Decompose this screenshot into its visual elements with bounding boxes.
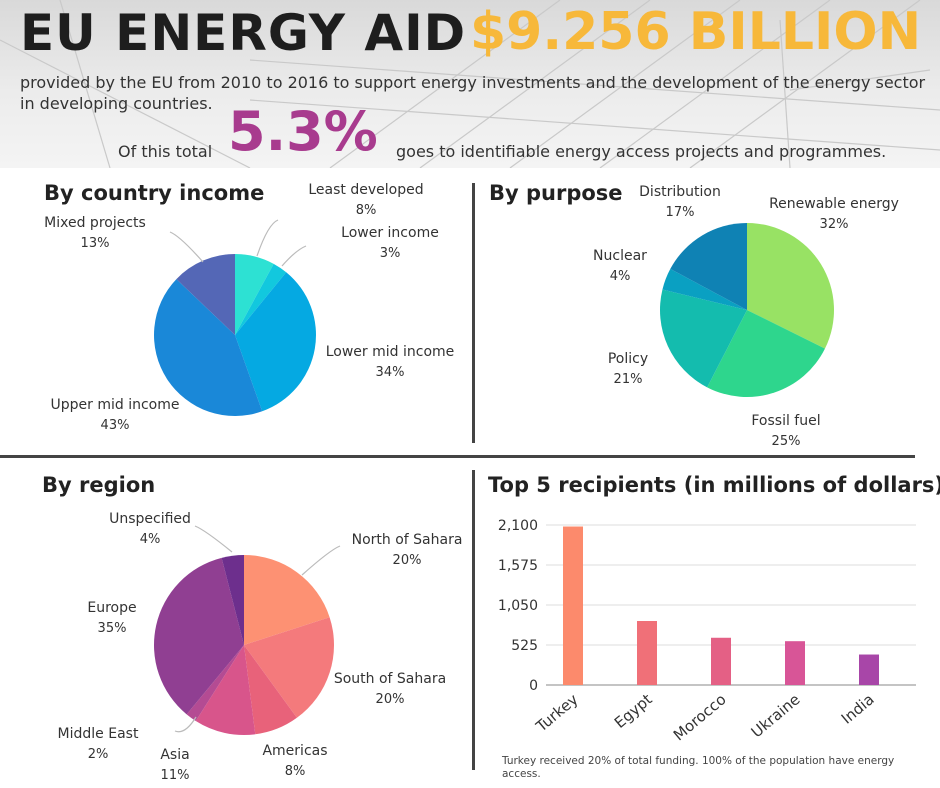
- slice-percent-nuclear: 4%: [610, 269, 631, 284]
- energy-access-description: goes to identifiable energy access proje…: [396, 142, 887, 161]
- recipients-title: Top 5 recipients (in millions of dollars…: [488, 473, 940, 497]
- country-income-title: By country income: [44, 181, 265, 205]
- x-tick-label-morocco: Morocco: [670, 690, 730, 744]
- slice-percent-south-of-sahara: 20%: [376, 692, 405, 707]
- slice-label-distribution: Distribution: [639, 184, 721, 200]
- header-banner: EU ENERGY AID $9.256 BILLION provided by…: [0, 0, 940, 168]
- leader-line-middle-east: [174, 716, 197, 733]
- header-subtitle: provided by the EU from 2010 to 2016 to …: [20, 73, 926, 113]
- slice-percent-europe: 35%: [98, 621, 127, 636]
- pie-slice-unspecified: [221, 555, 244, 645]
- bar-turkey: [563, 526, 583, 685]
- pie-slice-lower-income: [235, 263, 287, 335]
- divider-vertical-bottom: [472, 470, 475, 770]
- slice-label-mixed-projects: Mixed projects: [44, 215, 146, 231]
- pie-slice-policy: [659, 289, 747, 388]
- pie-slice-lower-mid-income: [235, 272, 316, 412]
- pie-slice-asia: [195, 645, 256, 735]
- slice-label-renewable-energy: Renewable energy: [769, 196, 899, 212]
- slice-percent-policy: 21%: [614, 372, 643, 387]
- y-tick-label: 1,050: [498, 598, 538, 614]
- slice-percent-fossil-fuel: 25%: [772, 434, 801, 448]
- slice-label-asia: Asia: [160, 747, 189, 763]
- region-pie-chart: North of Sahara 20% South of Sahara 20% Amer…: [58, 511, 463, 783]
- y-tick-label: 1,575: [498, 558, 538, 574]
- leader-line-mixed-projects: [169, 231, 204, 263]
- energy-access-percent: 5.3%: [228, 100, 378, 163]
- slice-label-nuclear: Nuclear: [593, 248, 647, 264]
- pie-slice-distribution: [670, 223, 747, 310]
- slice-label-europe: Europe: [87, 600, 136, 616]
- page-title: EU ENERGY AID: [20, 4, 467, 62]
- x-tick-label-egypt: Egypt: [611, 690, 656, 732]
- purpose-title: By purpose: [489, 181, 623, 205]
- pie-slice-mixed-projects: [176, 254, 235, 335]
- slice-percent-asia: 11%: [161, 768, 190, 783]
- y-tick-label: 525: [511, 638, 538, 654]
- slice-label-middle-east: Middle East: [58, 726, 139, 742]
- slice-label-lower-income: Lower income: [341, 225, 439, 241]
- slice-label-unspecified: Unspecified: [109, 511, 191, 527]
- solar-panel-background: [0, 0, 940, 168]
- leader-line-lower-income: [281, 245, 307, 267]
- slice-label-south-of-sahara: South of Sahara: [334, 671, 446, 687]
- slice-percent-lower-income: 3%: [380, 246, 401, 261]
- pie-slice-middle-east: [186, 645, 244, 721]
- bar-ukraine: [785, 641, 805, 685]
- leader-line-north-of-sahara: [301, 545, 341, 576]
- x-tick-label-turkey: Turkey: [532, 690, 582, 736]
- x-tick-label-ukraine: Ukraine: [748, 690, 804, 741]
- pie-slice-nuclear: [662, 268, 747, 310]
- divider-vertical-top: [472, 183, 475, 443]
- pie-slice-north-of-sahara: [244, 555, 330, 645]
- total-amount: $9.256 BILLION: [470, 2, 922, 62]
- y-tick-label: 2,100: [498, 518, 538, 534]
- region-title: By region: [42, 473, 156, 497]
- pie-slice-europe: [153, 557, 244, 715]
- slice-label-north-of-sahara: North of Sahara: [352, 532, 463, 548]
- slice-percent-lower-mid-income: 34%: [376, 365, 405, 380]
- slice-label-americas: Americas: [262, 743, 327, 759]
- bar-egypt: [637, 621, 657, 685]
- slice-label-policy: Policy: [608, 351, 648, 367]
- pie-slice-americas: [244, 645, 297, 735]
- slice-percent-americas: 8%: [285, 764, 306, 779]
- slice-label-fossil-fuel: Fossil fuel: [751, 413, 820, 429]
- slice-label-least-developed: Least developed: [308, 182, 423, 198]
- bar-india: [859, 654, 879, 685]
- slice-percent-unspecified: 4%: [140, 532, 161, 547]
- pie-slice-renewable-energy: [747, 223, 834, 349]
- slice-percent-upper-mid-income: 43%: [101, 418, 130, 433]
- turkey-note: Turkey received 20% of total funding. 10…: [502, 755, 895, 780]
- pie-slice-south-of-sahara: [244, 617, 335, 718]
- pie-slice-upper-mid-income: [154, 279, 263, 416]
- slice-percent-renewable-energy: 32%: [820, 217, 849, 232]
- slice-percent-distribution: 17%: [666, 205, 695, 220]
- slice-percent-middle-east: 2%: [88, 747, 109, 762]
- recipients-bar-chart: 0 525 1,050 1,575 2,100 Turkey Egypt Morocco Ukr…: [498, 518, 916, 744]
- slice-percent-least-developed: 8%: [356, 203, 377, 218]
- slice-percent-mixed-projects: 13%: [81, 236, 110, 251]
- purpose-pie-chart: Renewable energy 32% Fossil fuel 25% Policy 2…: [593, 184, 899, 448]
- slice-label-upper-mid-income: Upper mid income: [51, 397, 180, 413]
- x-tick-label-india: India: [838, 690, 878, 727]
- pie-slice-fossil-fuel: [707, 310, 825, 398]
- y-tick-label: 0: [529, 678, 538, 694]
- divider-horizontal: [0, 455, 915, 458]
- bar-morocco: [711, 637, 731, 685]
- leader-line-least-developed: [256, 219, 279, 257]
- leader-line-unspecified: [194, 525, 233, 553]
- slice-percent-north-of-sahara: 20%: [393, 553, 422, 568]
- slice-label-lower-mid-income: Lower mid income: [326, 344, 455, 360]
- pie-slice-least-developed: [235, 254, 274, 335]
- country-income-pie-chart: Least developed 8% Lower income 3% Lower mid…: [44, 182, 455, 433]
- of-total-label: Of this total: [118, 142, 213, 161]
